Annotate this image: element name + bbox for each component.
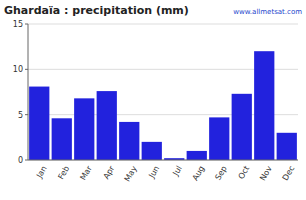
- x-tick-label: Feb: [56, 164, 71, 181]
- bar: [232, 94, 252, 160]
- x-tick-label: Dec: [281, 164, 297, 182]
- y-tick-label: 5: [18, 111, 23, 120]
- bar: [119, 122, 139, 160]
- bar: [142, 142, 162, 160]
- y-tick-label: 10: [13, 65, 23, 74]
- x-tick-label: Nov: [258, 164, 274, 182]
- y-axis-line: [28, 24, 29, 160]
- bar: [209, 117, 229, 160]
- x-tick-label: Jun: [147, 164, 162, 180]
- x-tick-label: Jul: [171, 164, 184, 178]
- x-tick-label: Sep: [213, 164, 228, 182]
- x-tick-label: Apr: [102, 164, 117, 181]
- x-tick-label: Oct: [237, 164, 252, 180]
- chart: Ghardaïa : precipitation (mm) www.allmets…: [0, 0, 306, 200]
- bar: [97, 91, 117, 160]
- watermark: www.allmetsat.com: [233, 8, 302, 16]
- grid-line: [28, 160, 298, 161]
- x-tick-label: Aug: [191, 164, 207, 182]
- bar: [254, 51, 274, 160]
- grid-line: [28, 24, 298, 25]
- bar: [74, 98, 94, 160]
- bars: [29, 51, 297, 160]
- grid: [28, 24, 298, 160]
- y-tick-label: 15: [13, 20, 23, 29]
- bar: [277, 133, 297, 160]
- x-tick-label: May: [123, 164, 139, 183]
- x-tick-label: Jan: [34, 164, 48, 180]
- y-tick-label: 0: [18, 156, 23, 165]
- bar: [52, 118, 72, 160]
- bar: [187, 151, 207, 160]
- chart-container: Ghardaïa : precipitation (mm) www.allmets…: [0, 0, 306, 200]
- title: Ghardaïa : precipitation (mm): [4, 4, 189, 17]
- bar: [29, 87, 49, 160]
- x-axis-line: [28, 160, 298, 161]
- x-tick-label: Mar: [78, 164, 94, 182]
